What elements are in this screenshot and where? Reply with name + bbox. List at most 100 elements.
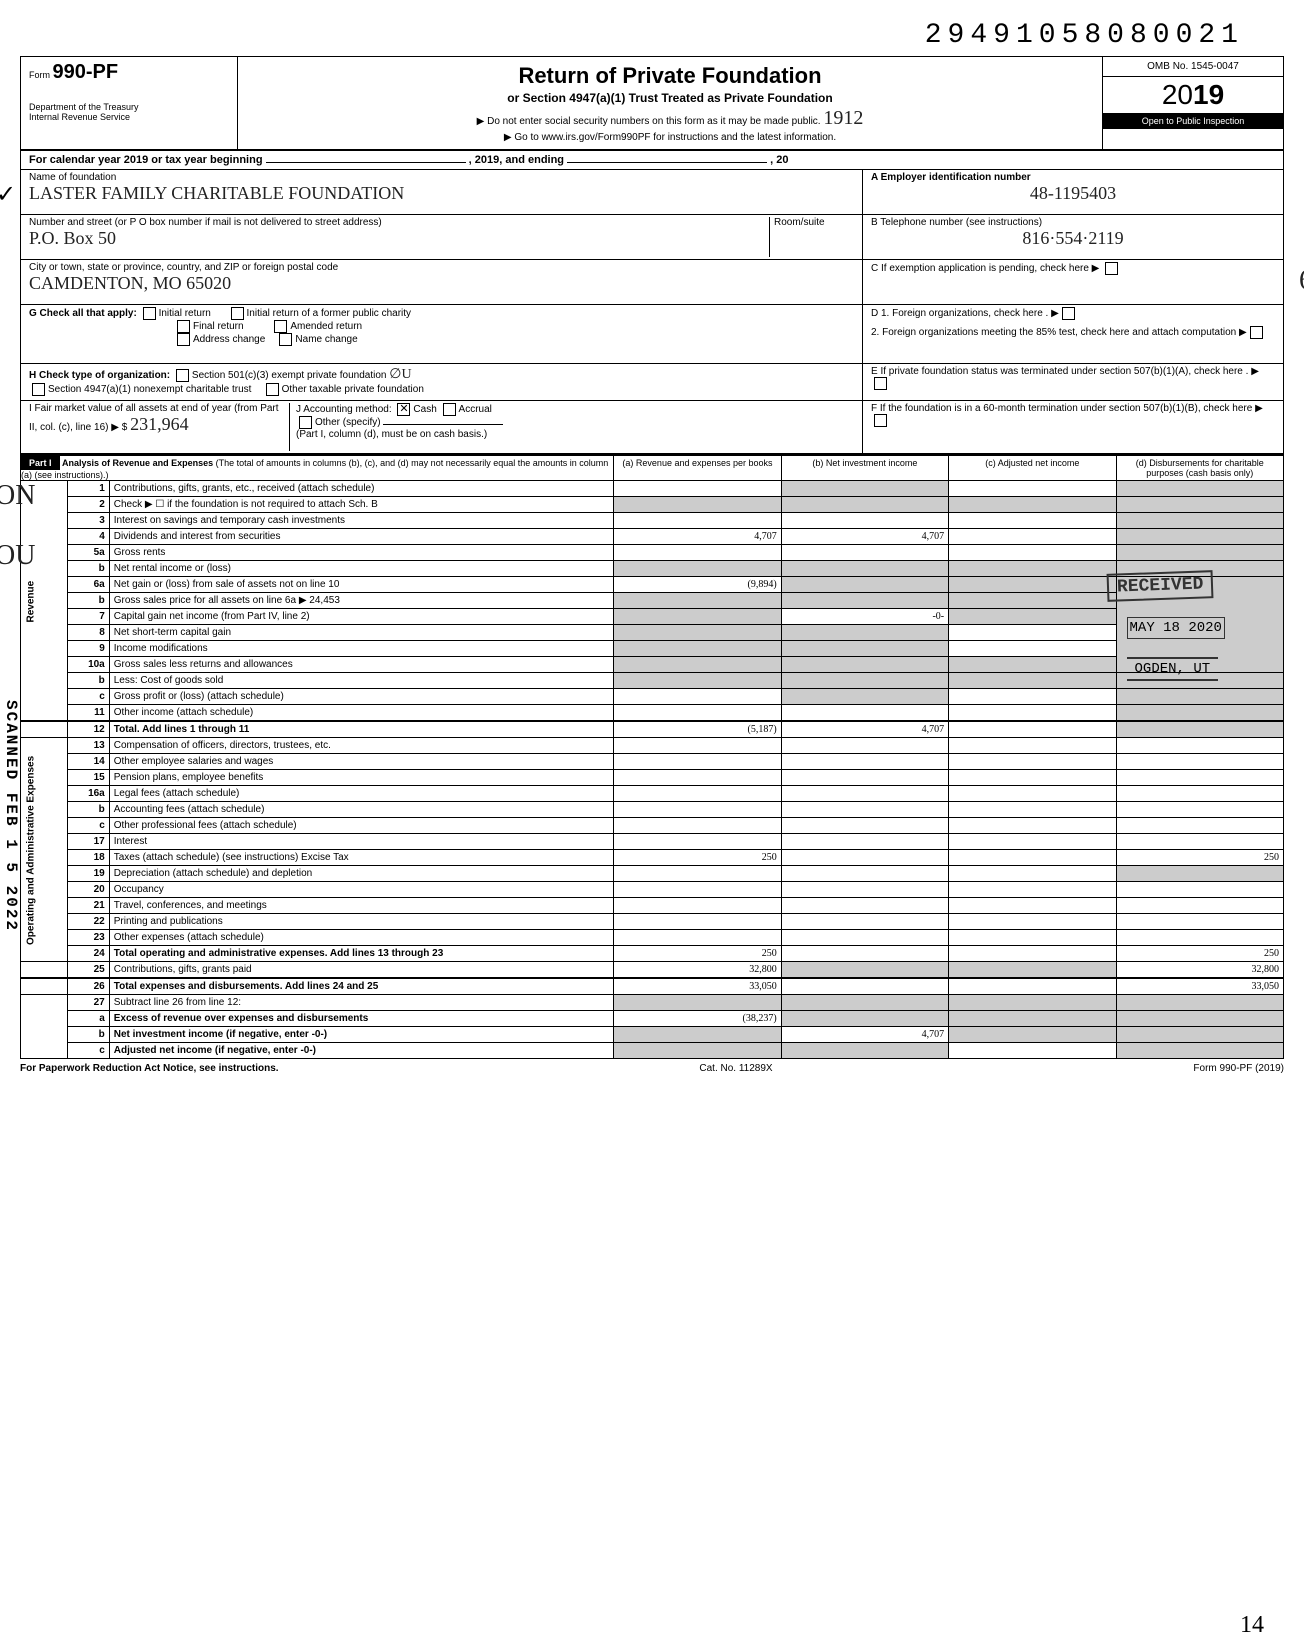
row-num: 27 bbox=[68, 995, 110, 1011]
row-num: a bbox=[68, 1011, 110, 1027]
table-row: 4 Dividends and interest from securities… bbox=[21, 529, 1284, 545]
row-num: c bbox=[68, 818, 110, 834]
row-num: b bbox=[68, 673, 110, 689]
table-row: 27 Subtract line 26 from line 12: bbox=[21, 995, 1284, 1011]
checkbox-accrual[interactable] bbox=[443, 403, 456, 416]
row-desc: Accounting fees (attach schedule) bbox=[109, 802, 614, 818]
section-j-label: J Accounting method: bbox=[296, 404, 392, 415]
checkbox-terminated[interactable] bbox=[874, 377, 887, 390]
row-desc: Gross profit or (loss) (attach schedule) bbox=[109, 689, 614, 705]
table-row: 26 Total expenses and disbursements. Add… bbox=[21, 978, 1284, 995]
checkbox-foreign1[interactable] bbox=[1062, 307, 1075, 320]
table-row: 20 Occupancy bbox=[21, 882, 1284, 898]
ogden-stamp: OGDEN, UT bbox=[1127, 657, 1219, 681]
row-num: 17 bbox=[68, 834, 110, 850]
table-row: c Other professional fees (attach schedu… bbox=[21, 818, 1284, 834]
table-row: b Net rental income or (loss) bbox=[21, 561, 1284, 577]
table-row: Revenue 1 Contributions, gifts, grants, … bbox=[21, 481, 1284, 497]
section-f-label: F If the foundation is in a 60-month ter… bbox=[871, 403, 1252, 414]
opt-final: Final return bbox=[193, 321, 244, 332]
room-label: Room/suite bbox=[774, 217, 854, 228]
checkbox-60month[interactable] bbox=[874, 414, 887, 427]
row-desc: Total. Add lines 1 through 11 bbox=[109, 721, 614, 738]
checkbox-other-method[interactable] bbox=[299, 416, 312, 429]
row-num: 13 bbox=[68, 738, 110, 754]
row-desc: Legal fees (attach schedule) bbox=[109, 786, 614, 802]
part1-table: Part I Analysis of Revenue and Expenses … bbox=[20, 454, 1284, 1059]
checkbox-cash[interactable] bbox=[397, 403, 410, 416]
row-desc: Other income (attach schedule) bbox=[109, 705, 614, 722]
row-num: c bbox=[68, 1043, 110, 1059]
checkbox-final[interactable] bbox=[177, 320, 190, 333]
table-row: b Net investment income (if negative, en… bbox=[21, 1027, 1284, 1043]
opt-amended: Amended return bbox=[290, 321, 362, 332]
row-desc: Less: Cost of goods sold bbox=[109, 673, 614, 689]
checkbox-foreign2[interactable] bbox=[1250, 326, 1263, 339]
dept-label: Department of the Treasury bbox=[29, 102, 229, 112]
city-label: City or town, state or province, country… bbox=[29, 262, 854, 273]
checkbox-initial[interactable] bbox=[143, 307, 156, 320]
opt-namechange: Name change bbox=[295, 334, 357, 345]
form-subtitle: or Section 4947(a)(1) Trust Treated as P… bbox=[242, 91, 1098, 105]
row-desc: Net gain or (loss) from sale of assets n… bbox=[109, 577, 614, 593]
phone-value: 816·554·2119 bbox=[871, 228, 1275, 249]
footer-left: For Paperwork Reduction Act Notice, see … bbox=[20, 1063, 279, 1074]
table-row: b Gross sales price for all assets on li… bbox=[21, 593, 1284, 609]
checkbox-amended[interactable] bbox=[274, 320, 287, 333]
checkbox-address[interactable] bbox=[177, 333, 190, 346]
row-desc: Depreciation (attach schedule) and deple… bbox=[109, 866, 614, 882]
row-desc: Capital gain net income (from Part IV, l… bbox=[109, 609, 614, 625]
row-num: 22 bbox=[68, 914, 110, 930]
row-desc: Gross sales less returns and allowances bbox=[109, 657, 614, 673]
row-desc: Pension plans, employee benefits bbox=[109, 770, 614, 786]
footer-right: Form 990-PF (2019) bbox=[1193, 1063, 1284, 1074]
row-desc: Travel, conferences, and meetings bbox=[109, 898, 614, 914]
section-h-label: H Check type of organization: bbox=[29, 370, 170, 381]
row-num: 23 bbox=[68, 930, 110, 946]
row-num: 2 bbox=[68, 497, 110, 513]
checkbox-namechange[interactable] bbox=[279, 333, 292, 346]
received-stamp: RECEIVED bbox=[1106, 570, 1213, 602]
table-row: 16a Legal fees (attach schedule) bbox=[21, 786, 1284, 802]
row-val-d: 33,050 bbox=[1116, 978, 1283, 995]
part1-title: Analysis of Revenue and Expenses bbox=[62, 458, 213, 468]
checkbox-former[interactable] bbox=[231, 307, 244, 320]
table-row: 12 Total. Add lines 1 through 11 (5,187)… bbox=[21, 721, 1284, 738]
row-num: b bbox=[68, 593, 110, 609]
row-desc: Income modifications bbox=[109, 641, 614, 657]
foundation-city: CAMDENTON, MO 65020 bbox=[29, 273, 854, 294]
row-desc: Adjusted net income (if negative, enter … bbox=[109, 1043, 614, 1059]
checkbox-exemption[interactable] bbox=[1105, 262, 1118, 275]
row-desc: Other professional fees (attach schedule… bbox=[109, 818, 614, 834]
tax-year: 2019 bbox=[1103, 77, 1283, 113]
checkbox-501c3[interactable] bbox=[176, 369, 189, 382]
row-num: b bbox=[68, 1027, 110, 1043]
table-row: 11 Other income (attach schedule) bbox=[21, 705, 1284, 722]
row-desc: Dividends and interest from securities bbox=[109, 529, 614, 545]
table-row: 10a Gross sales less returns and allowan… bbox=[21, 657, 1284, 673]
opt-former: Initial return of a former public charit… bbox=[247, 308, 412, 319]
service-label: Internal Revenue Service bbox=[29, 112, 229, 122]
row-desc: Excess of revenue over expenses and disb… bbox=[109, 1011, 614, 1027]
footer-mid: Cat. No. 11289X bbox=[699, 1063, 772, 1074]
opt-4947: Section 4947(a)(1) nonexempt charitable … bbox=[48, 384, 251, 395]
revenue-label: Revenue bbox=[21, 481, 68, 722]
foundation-address: P.O. Box 50 bbox=[29, 228, 769, 249]
row-desc: Contributions, gifts, grants, etc., rece… bbox=[109, 481, 614, 497]
table-row: Operating and Administrative Expenses 13… bbox=[21, 738, 1284, 754]
table-row: 21 Travel, conferences, and meetings bbox=[21, 898, 1284, 914]
checkbox-other-taxable[interactable] bbox=[266, 383, 279, 396]
row-num: 8 bbox=[68, 625, 110, 641]
opt-accrual: Accrual bbox=[459, 404, 492, 415]
row-val-d: 32,800 bbox=[1116, 962, 1283, 979]
row-num: 6a bbox=[68, 577, 110, 593]
table-row: 23 Other expenses (attach schedule) bbox=[21, 930, 1284, 946]
row-desc: Interest bbox=[109, 834, 614, 850]
row-num: 5a bbox=[68, 545, 110, 561]
row-num: 25 bbox=[68, 962, 110, 979]
section-e-label: E If private foundation status was termi… bbox=[871, 366, 1248, 377]
handwritten-year-mark: 1912 bbox=[823, 107, 863, 129]
col-d-header: (d) Disbursements for charitable purpose… bbox=[1116, 455, 1283, 481]
checkbox-4947[interactable] bbox=[32, 383, 45, 396]
section-j-note: (Part I, column (d), must be on cash bas… bbox=[296, 429, 487, 440]
